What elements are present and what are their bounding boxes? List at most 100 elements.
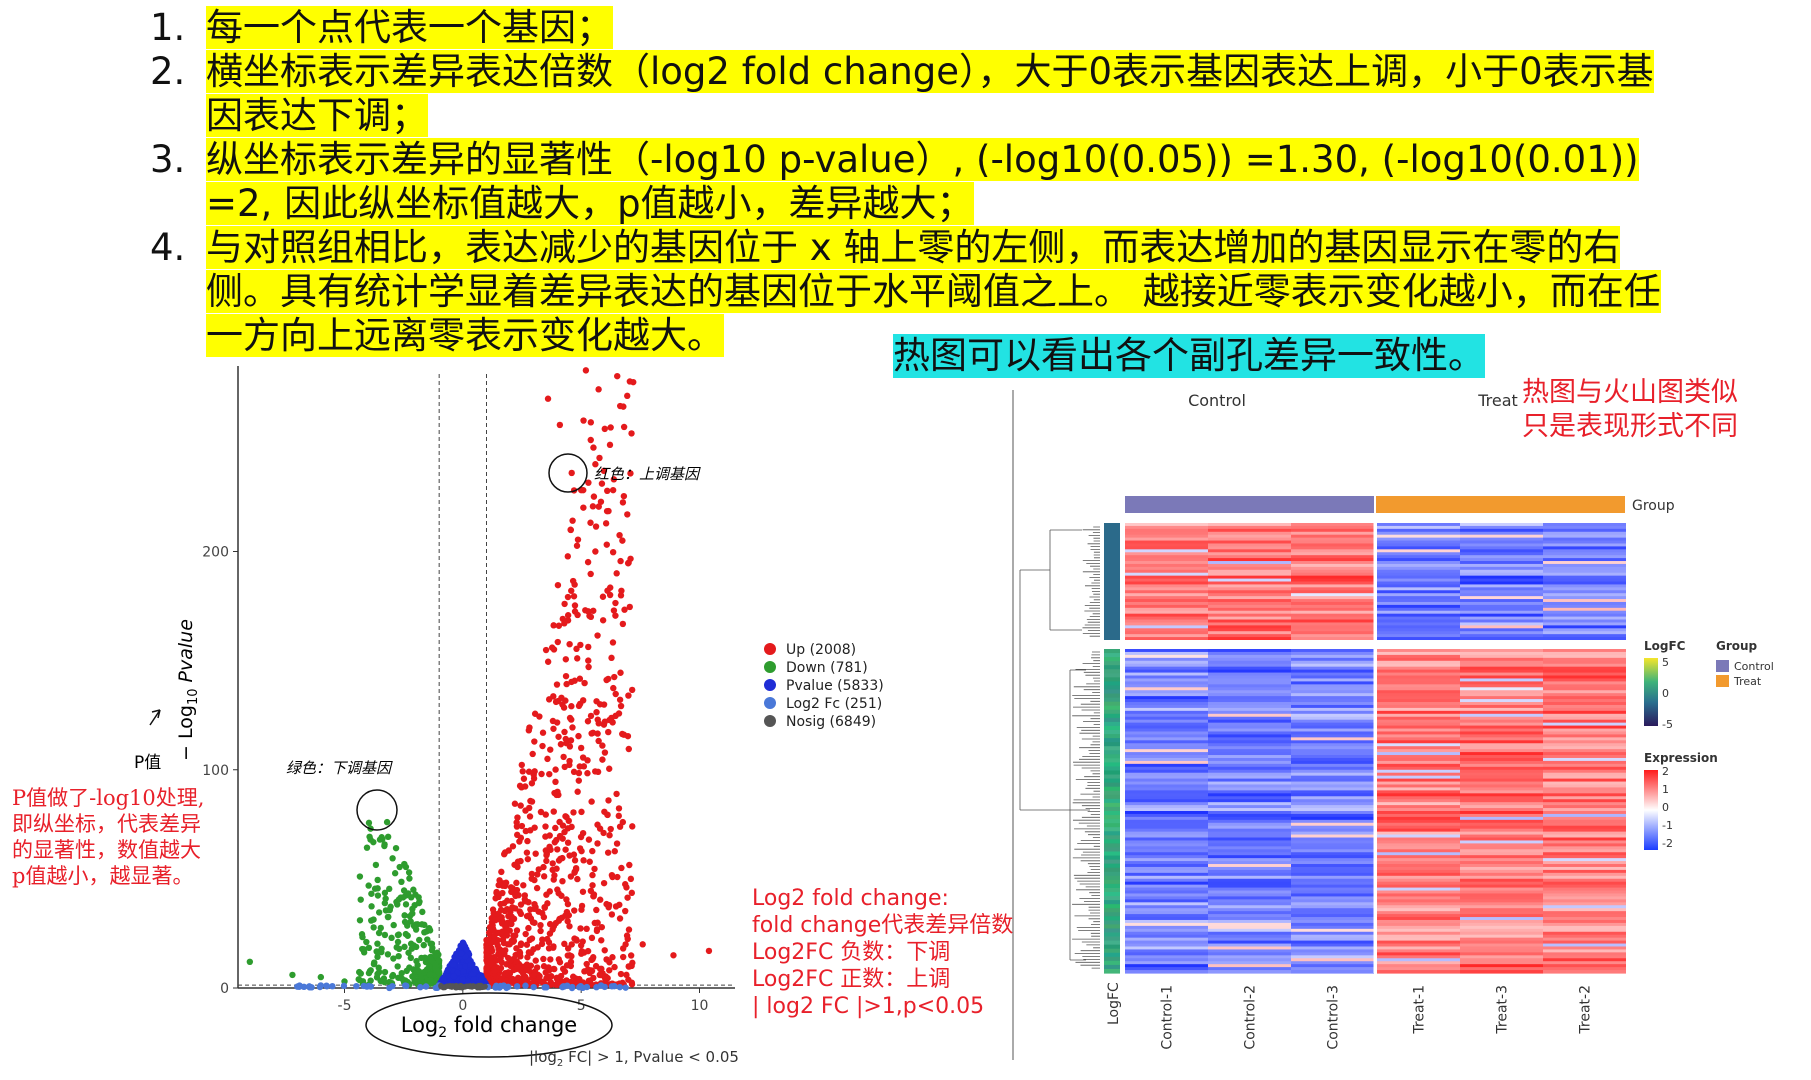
heatmap-cell <box>1291 731 1374 736</box>
data-point <box>514 831 521 839</box>
data-point <box>583 925 590 933</box>
heatmap-cell <box>1460 805 1543 809</box>
logfc-cell <box>1104 742 1120 747</box>
data-point <box>520 882 527 889</box>
heatmap-cell <box>1543 755 1626 759</box>
heatmap-cell <box>1377 537 1460 542</box>
heatmap-cell <box>1543 964 1626 968</box>
heatmap-cell <box>1125 946 1208 951</box>
heatmap-cell <box>1208 952 1291 956</box>
heatmap-cell <box>1377 704 1460 709</box>
heatmap-cell <box>1377 852 1460 856</box>
heatmap-cell <box>1208 946 1291 951</box>
data-point <box>597 498 605 505</box>
heatmap-cell <box>1208 672 1291 677</box>
heatmap-cell <box>1125 940 1208 945</box>
heatmap-cell <box>1291 734 1374 738</box>
data-point <box>580 417 587 424</box>
heatmap-cell <box>1543 699 1626 703</box>
heatmap-cell <box>1291 875 1374 880</box>
data-point <box>567 737 575 744</box>
heatmap-cell <box>1460 934 1543 939</box>
data-point <box>561 600 568 608</box>
data-point <box>613 840 621 847</box>
heatmap-cell <box>1377 666 1460 671</box>
heatmap-cell <box>1125 902 1208 906</box>
heatmap-cell <box>1377 928 1460 933</box>
logfc-legend-tick: 0 <box>1662 687 1669 700</box>
data-point <box>585 643 592 651</box>
heatmap-cell <box>1377 693 1460 697</box>
logfc-cell <box>1104 806 1120 812</box>
group-legend-swatch <box>1716 675 1729 687</box>
heatmap-cell <box>1291 799 1374 803</box>
heatmap-cell <box>1125 660 1208 665</box>
data-point <box>496 877 503 884</box>
data-point <box>598 923 606 931</box>
heatmap-cell <box>1377 970 1460 974</box>
logfc-legend-tick: -5 <box>1662 718 1673 731</box>
heatmap-cell <box>1543 540 1626 545</box>
heatmap-cell <box>1291 925 1374 930</box>
heatmap-cell <box>1208 628 1291 632</box>
heatmap-cell <box>1460 866 1543 871</box>
data-point <box>574 536 582 543</box>
heatmap-cell <box>1543 937 1626 942</box>
heatmap-cell <box>1208 625 1291 629</box>
data-point <box>544 900 551 907</box>
data-point <box>628 686 636 694</box>
data-point <box>542 823 549 830</box>
heatmap-cell <box>1291 540 1374 545</box>
data-point <box>374 885 381 892</box>
heatmap-cell <box>1125 669 1208 674</box>
heatmap-cell <box>1291 896 1374 900</box>
heatmap-cell <box>1291 811 1374 815</box>
logfc-cell <box>1104 673 1120 678</box>
heatmap-cell <box>1460 908 1543 912</box>
data-point <box>394 963 401 970</box>
heatmap-cell <box>1460 784 1543 789</box>
data-point <box>577 942 585 949</box>
data-point <box>584 558 592 566</box>
data-point <box>467 961 474 969</box>
heatmap-cell <box>1125 525 1208 530</box>
data-point <box>596 454 603 462</box>
logfc-legend-tick: 5 <box>1662 656 1669 669</box>
data-point <box>600 467 608 475</box>
data-point <box>536 972 543 980</box>
heatmap-cell <box>1291 660 1374 665</box>
note-4: 4. 与对照组相比，表达减少的基因位于 x 轴上零的左侧，而表达增加的基因显示在零… <box>150 226 1661 357</box>
heatmap-cell <box>1377 934 1460 939</box>
data-point <box>551 965 558 973</box>
heatmap-cell <box>1460 728 1543 733</box>
heatmap-cell <box>1291 964 1374 968</box>
heatmap-cell <box>1377 931 1460 936</box>
data-point <box>561 728 568 736</box>
y-tick-label: 0 <box>220 981 229 997</box>
heatmap-cell <box>1125 914 1208 918</box>
data-point <box>550 646 558 653</box>
data-point <box>561 828 568 836</box>
heatmap-cell <box>1125 678 1208 682</box>
heatmap-cell <box>1208 590 1291 594</box>
heatmap-cell <box>1543 890 1626 895</box>
heatmap-cell <box>1377 628 1460 632</box>
heatmap-cell <box>1291 769 1374 774</box>
heatmap-cell <box>1291 672 1374 677</box>
heatmap-cell <box>1208 869 1291 874</box>
data-point <box>375 929 383 937</box>
data-point <box>625 692 632 699</box>
heatmap-cell <box>1460 872 1543 877</box>
data-point <box>381 968 389 976</box>
data-point <box>363 938 370 946</box>
heatmap-cell <box>1208 684 1291 688</box>
data-point <box>582 367 590 374</box>
data-point <box>410 973 417 981</box>
heatmap-cell <box>1125 607 1208 612</box>
heatmap-cell <box>1208 649 1291 653</box>
data-point <box>424 977 431 984</box>
heatmap-cell <box>1208 816 1291 821</box>
heatmap-cell <box>1208 616 1291 621</box>
data-point <box>579 697 587 704</box>
data-point <box>535 866 542 873</box>
